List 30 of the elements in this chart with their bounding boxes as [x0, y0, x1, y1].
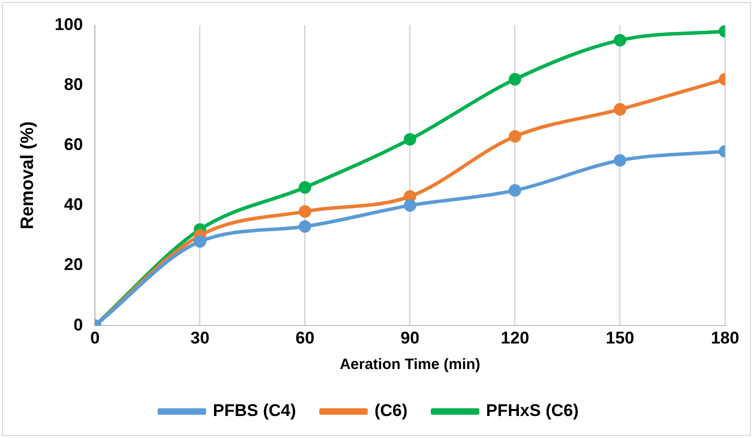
legend-label: (C6) — [374, 401, 408, 420]
point — [508, 130, 522, 143]
y-axis-title: Removal (%) — [16, 121, 37, 230]
point — [614, 103, 626, 116]
x-tick-label: 150 — [606, 328, 634, 348]
x-tick-label: 120 — [500, 328, 530, 348]
y-tick-label: 80 — [64, 74, 83, 94]
point — [404, 199, 416, 212]
x-tick-label: 180 — [710, 328, 740, 348]
point — [508, 73, 522, 86]
legend-label: PFBS (C4) — [212, 401, 296, 420]
x-tick-label: 30 — [190, 328, 210, 348]
y-tick-label: 100 — [54, 14, 83, 34]
point — [508, 184, 522, 197]
point — [614, 34, 626, 46]
legend-label: PFHxS (C6) — [486, 401, 579, 420]
x-tick-label: 60 — [296, 328, 314, 348]
x-tick-label: 0 — [90, 328, 100, 348]
y-tick-label: 0 — [73, 315, 83, 334]
x-axis-title: Aeration Time (min) — [340, 356, 480, 374]
point — [298, 181, 312, 194]
x-tick-label: 90 — [400, 328, 420, 348]
point — [298, 205, 312, 218]
point — [298, 220, 312, 233]
y-tick-label: 20 — [64, 255, 83, 274]
y-tick-label: 40 — [64, 195, 83, 214]
point — [404, 133, 416, 146]
y-tick-label: 60 — [64, 135, 83, 154]
point — [614, 154, 626, 167]
point — [194, 235, 206, 248]
